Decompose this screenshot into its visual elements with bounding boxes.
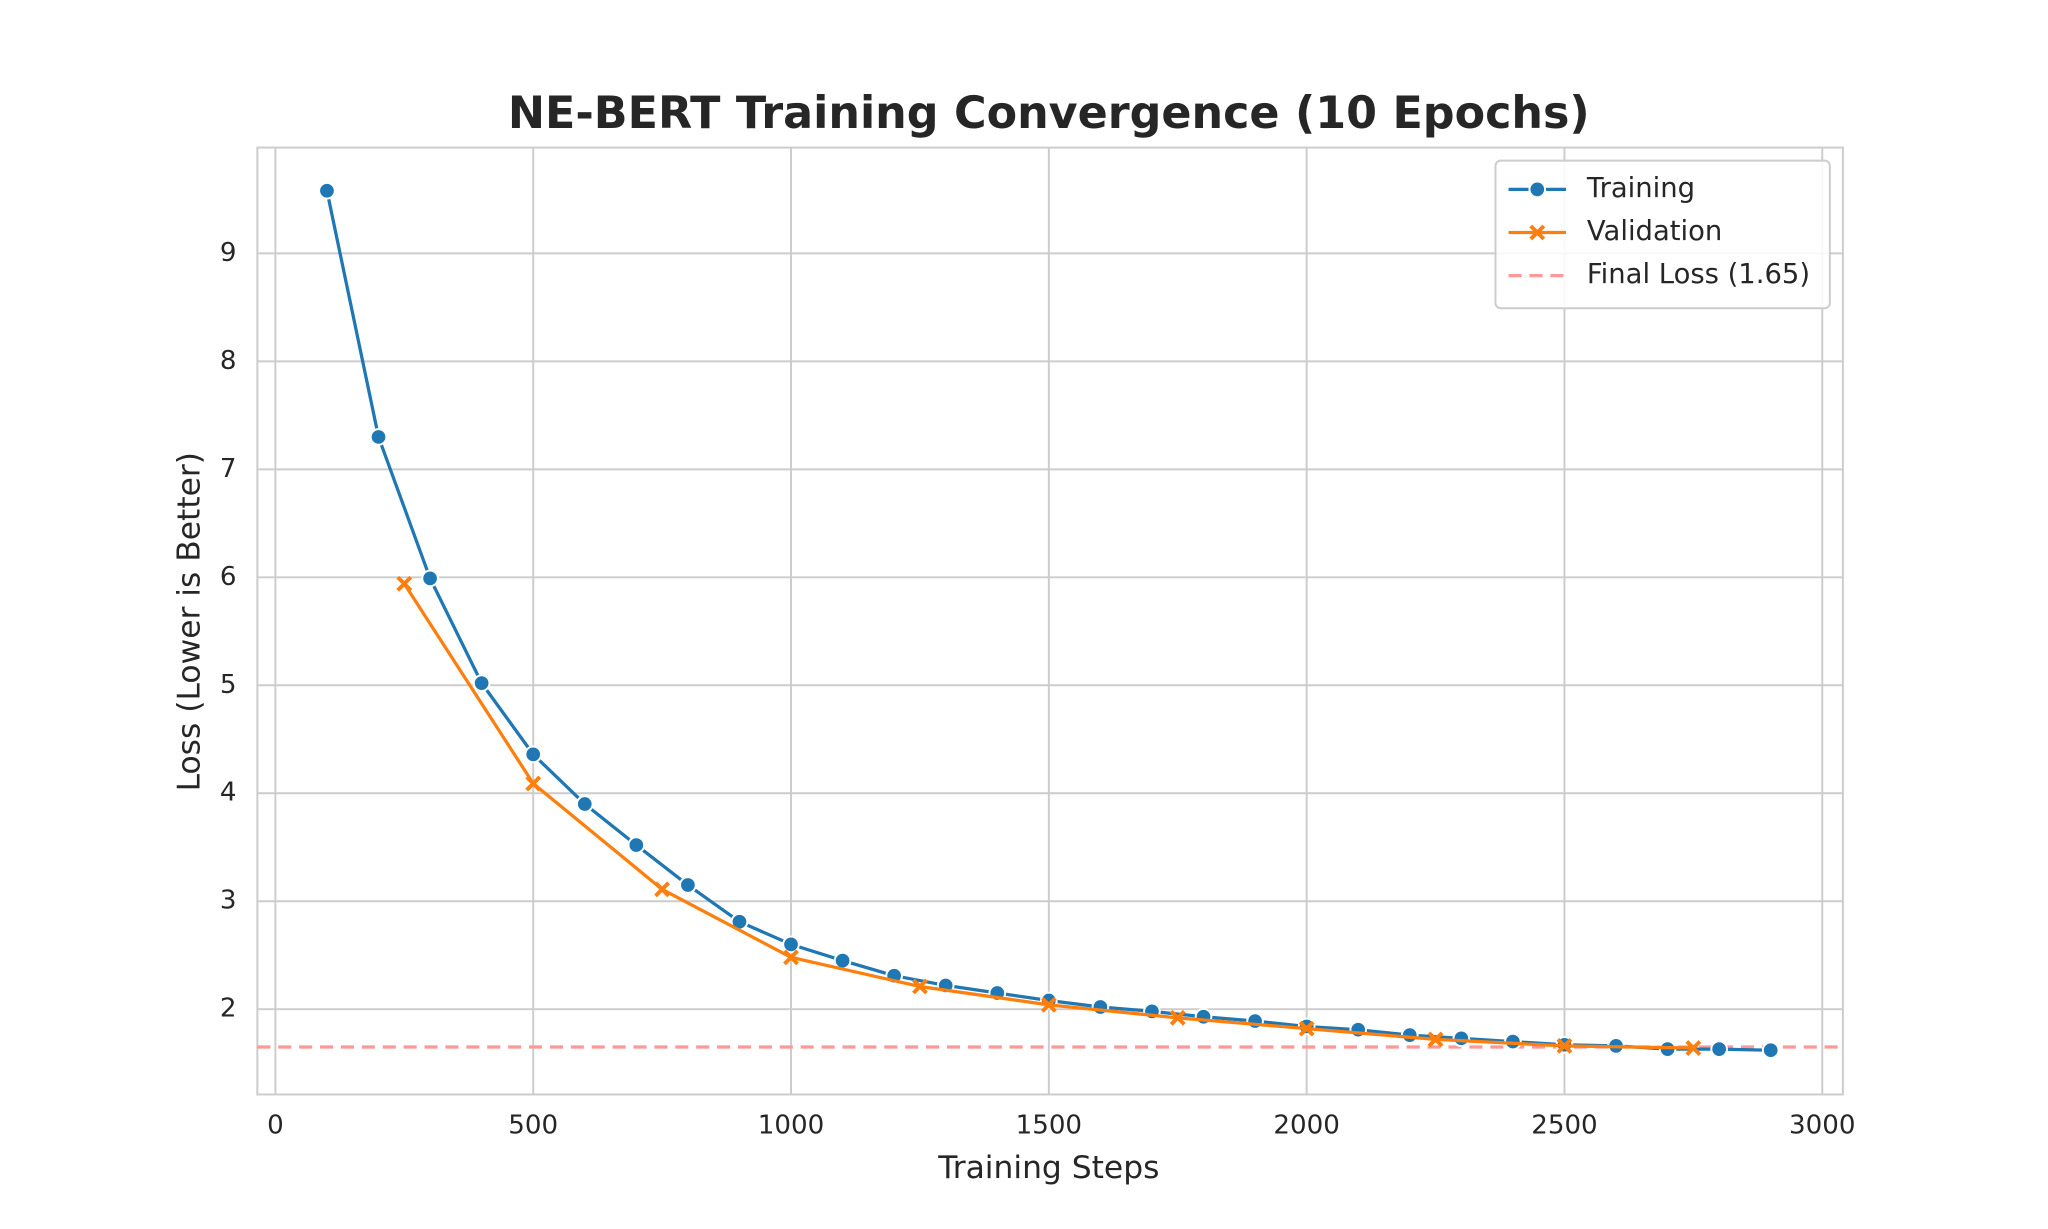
y-tick-label: 3 [220,886,237,916]
marker-x [1427,1031,1444,1048]
marker-circle [627,836,646,854]
x-tick-label: 0 [267,1110,284,1140]
legend-label: Validation [1587,216,1722,247]
legend-marker [1529,224,1546,241]
marker-x [654,881,671,898]
marker-circle [833,951,852,970]
legend-box [1494,159,1831,310]
marker-x [396,575,413,592]
x-tick-label: 1500 [1016,1110,1082,1140]
legend-label: Training [1586,173,1695,204]
legend-label: Final Loss (1.65) [1587,259,1810,290]
marker-circle [421,569,439,588]
x-tick-label: 3000 [1789,1110,1855,1140]
marker-circle [1400,1026,1419,1044]
y-tick-label: 6 [220,562,237,592]
x-tick-label: 500 [508,1110,558,1140]
y-tick-label: 9 [220,238,237,268]
marker-circle [472,674,491,692]
chart-title: NE-BERT Training Convergence (10 Epochs) [508,88,1590,139]
marker-circle [1091,998,1110,1016]
marker-circle [1452,1029,1471,1048]
y-tick-label: 7 [220,454,237,484]
x-tick-label: 1000 [758,1110,824,1140]
legend-marker [1528,180,1547,199]
x-tick-label: 2500 [1531,1110,1597,1140]
marker-circle [1761,1041,1780,1060]
marker-x [912,978,928,995]
marker-circle [369,428,388,446]
x-tick-label: 2000 [1273,1110,1339,1140]
marker-circle [1194,1007,1213,1026]
marker-x [1685,1040,1702,1056]
marker-circle [575,795,594,813]
y-axis-label: Loss (Lower is Better) [172,452,208,791]
marker-circle [1349,1020,1368,1039]
plot-frame [256,146,1844,1096]
marker-circle [524,745,543,764]
marker-circle [782,935,800,954]
marker-circle [679,876,697,894]
y-tick-label: 4 [220,778,237,808]
marker-x [1556,1037,1573,1054]
x-axis-label: Training Steps [937,1150,1159,1186]
marker-x [525,775,542,792]
marker-circle [318,181,336,200]
y-tick-label: 5 [220,670,237,700]
marker-circle [1710,1040,1728,1058]
marker-x [1169,1009,1186,1026]
y-tick-label: 8 [220,346,237,376]
marker-x [783,949,799,966]
marker-x [1298,1020,1315,1037]
y-tick-label: 2 [220,994,237,1024]
marker-x [1040,996,1057,1013]
marker-circle [1246,1012,1264,1030]
